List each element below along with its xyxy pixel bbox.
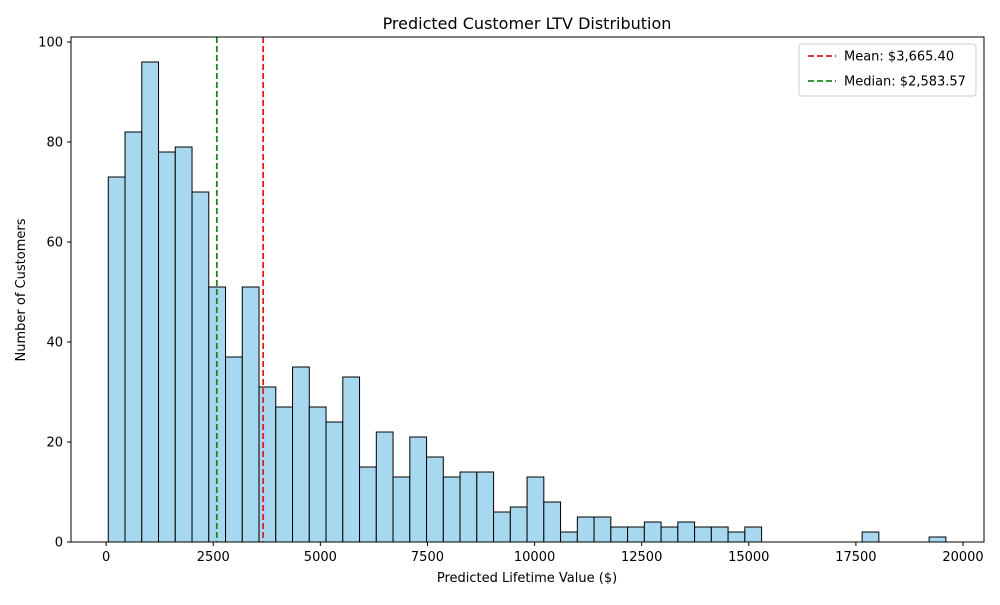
y-tick-label: 100 bbox=[38, 36, 63, 51]
x-axis-label: Predicted Lifetime Value ($) bbox=[437, 571, 617, 586]
histogram-bar bbox=[426, 456, 444, 543]
histogram-bar bbox=[392, 476, 411, 543]
histogram-bar bbox=[928, 536, 947, 543]
histogram-bar bbox=[744, 526, 763, 543]
histogram-bar bbox=[861, 531, 880, 543]
histogram-bar bbox=[560, 531, 578, 543]
histogram-bar bbox=[191, 191, 210, 543]
histogram-bar bbox=[325, 421, 344, 543]
histogram-bar bbox=[292, 366, 310, 543]
x-tick-label: 5000 bbox=[304, 550, 337, 565]
histogram-bar bbox=[158, 151, 176, 543]
plot-frame bbox=[70, 36, 985, 543]
axes-layer: 0 2500 5000 7500 10000 12500 15000 17500 20000 0 2… bbox=[38, 36, 985, 565]
histogram-bar bbox=[727, 531, 746, 543]
legend: Mean: $3,665.40 Median: $2,583.57 bbox=[798, 43, 977, 97]
x-tick-label: 12500 bbox=[621, 550, 662, 565]
histogram-bar bbox=[375, 431, 394, 543]
histogram-bar bbox=[509, 506, 528, 543]
histogram-bar bbox=[107, 176, 126, 543]
y-axis-label: Number of Customers bbox=[14, 218, 29, 361]
x-tick-label: 7500 bbox=[411, 550, 444, 565]
y-tick-label: 80 bbox=[46, 136, 63, 151]
legend-mean-label: Mean: $3,665.40 bbox=[844, 50, 954, 65]
histogram-bar bbox=[576, 516, 595, 543]
histogram-bar bbox=[141, 61, 160, 543]
bars-layer bbox=[107, 61, 947, 543]
y-tick-label: 20 bbox=[46, 436, 63, 451]
legend-box bbox=[798, 43, 977, 97]
histogram-bar bbox=[124, 131, 143, 543]
histogram-bar bbox=[241, 286, 260, 543]
histogram-bar bbox=[694, 526, 712, 543]
reference-lines-layer bbox=[215, 37, 265, 542]
x-tick-label: 10000 bbox=[514, 550, 555, 565]
histogram-bar bbox=[593, 516, 612, 543]
x-tick-label: 2500 bbox=[197, 550, 230, 565]
histogram-bar bbox=[308, 406, 327, 543]
histogram-bar bbox=[677, 521, 696, 543]
x-tick-label: 0 bbox=[102, 550, 110, 565]
chart-title: Predicted Customer LTV Distribution bbox=[383, 14, 672, 33]
histogram-bar bbox=[643, 521, 662, 543]
histogram-bar bbox=[409, 436, 428, 543]
y-tick-label: 0 bbox=[55, 536, 63, 551]
histogram-bar bbox=[627, 526, 645, 543]
histogram-bar bbox=[610, 526, 629, 543]
histogram-bar bbox=[359, 466, 377, 543]
histogram-bar bbox=[526, 476, 545, 543]
histogram-bar bbox=[174, 146, 193, 543]
histogram-bar bbox=[275, 406, 294, 543]
y-tick-label: 60 bbox=[46, 236, 63, 251]
histogram-bar bbox=[493, 511, 511, 543]
histogram-bar bbox=[660, 526, 679, 543]
histogram-bar bbox=[258, 386, 277, 543]
histogram-bar bbox=[225, 356, 243, 543]
histogram-bar bbox=[543, 501, 562, 543]
legend-median-label: Median: $2,583.57 bbox=[844, 75, 966, 90]
histogram-bar bbox=[459, 471, 478, 543]
histogram-bar bbox=[476, 471, 495, 543]
histogram-bar bbox=[342, 376, 361, 543]
x-tick-label: 17500 bbox=[835, 550, 876, 565]
histogram-bar bbox=[442, 476, 461, 543]
y-tick-label: 40 bbox=[46, 336, 63, 351]
histogram-bar bbox=[710, 526, 729, 543]
x-tick-label: 15000 bbox=[728, 550, 769, 565]
x-tick-label: 20000 bbox=[942, 550, 983, 565]
